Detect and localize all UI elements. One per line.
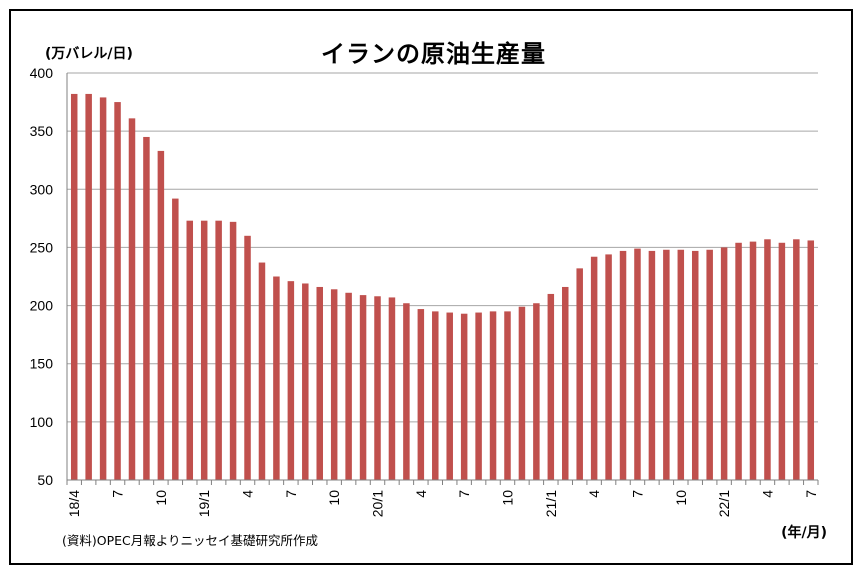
bar <box>129 118 135 480</box>
x-tick-label: 7 <box>283 490 299 498</box>
bar <box>808 240 814 480</box>
x-tick-label: 4 <box>586 490 602 498</box>
bar <box>432 311 438 480</box>
x-tick-label: 7 <box>456 490 472 498</box>
x-tick-label: 7 <box>110 490 126 498</box>
bar <box>230 222 236 480</box>
y-tick-label: 100 <box>30 414 54 430</box>
bar <box>504 311 510 480</box>
bar <box>562 287 568 480</box>
bar <box>389 297 395 480</box>
y-tick-label: 250 <box>30 239 54 255</box>
bar <box>187 221 193 480</box>
bar <box>576 268 582 480</box>
bar <box>649 251 655 480</box>
y-tick-label: 300 <box>30 181 54 197</box>
bar <box>779 243 785 480</box>
bar <box>71 94 77 480</box>
x-tick-label: 4 <box>759 490 775 498</box>
bar <box>143 137 149 480</box>
x-tick-label: 10 <box>499 490 515 506</box>
x-tick-label: 7 <box>803 490 819 498</box>
bar <box>288 281 294 480</box>
bar <box>533 303 539 480</box>
bar <box>403 303 409 480</box>
y-tick-label: 400 <box>30 65 54 81</box>
y-tick-label: 350 <box>30 123 54 139</box>
x-tick-label: 4 <box>240 490 256 498</box>
y-tick-labels: 50 100 150 200 250 300 350 400 <box>30 65 54 488</box>
y-tick-label: 150 <box>30 356 54 372</box>
grid-lines <box>67 73 818 422</box>
x-tick-label: 20/1 <box>370 490 386 517</box>
bar <box>100 97 106 480</box>
bar <box>244 236 250 480</box>
bar <box>302 283 308 480</box>
axes <box>67 73 818 485</box>
bar <box>519 307 525 480</box>
bar <box>114 102 120 480</box>
bar <box>316 287 322 480</box>
bar <box>360 295 366 480</box>
bar <box>750 242 756 480</box>
bar <box>620 251 626 480</box>
bar <box>548 294 554 480</box>
bar <box>678 250 684 480</box>
x-tick-label: 18/4 <box>66 490 82 517</box>
bar <box>634 249 640 480</box>
bar <box>735 243 741 480</box>
bar <box>490 311 496 480</box>
x-tick-label: 10 <box>326 490 342 506</box>
bar <box>461 314 467 480</box>
bar <box>259 263 265 480</box>
bar <box>446 313 452 480</box>
y-tick-label: 200 <box>30 298 54 314</box>
bar <box>764 239 770 480</box>
bar <box>345 293 351 480</box>
bar <box>201 221 207 480</box>
bar <box>418 309 424 480</box>
bar <box>158 151 164 480</box>
x-tick-labels: 18/4 7 10 19/1 4 7 10 20/1 4 7 10 21/1 4 7 10 22/1 4 7 <box>66 490 819 517</box>
bar <box>591 257 597 480</box>
bar <box>793 239 799 480</box>
x-tick-label: 4 <box>413 490 429 498</box>
bar <box>605 254 611 480</box>
x-tick-label: 21/1 <box>543 490 559 517</box>
x-tick-label: 19/1 <box>196 490 212 517</box>
bar <box>85 94 91 480</box>
bar <box>721 247 727 480</box>
bar <box>663 250 669 480</box>
x-tick-label: 7 <box>629 490 645 498</box>
bar <box>706 250 712 480</box>
bar <box>475 313 481 480</box>
bar <box>331 289 337 480</box>
bar <box>374 296 380 480</box>
bar <box>692 251 698 480</box>
x-tick-label: 10 <box>673 490 689 506</box>
bar <box>172 199 178 480</box>
bar <box>273 277 279 481</box>
x-tick-label: 22/1 <box>716 490 732 517</box>
y-tick-label: 50 <box>37 472 53 488</box>
x-tick-label: 10 <box>153 490 169 506</box>
bar <box>215 221 221 480</box>
